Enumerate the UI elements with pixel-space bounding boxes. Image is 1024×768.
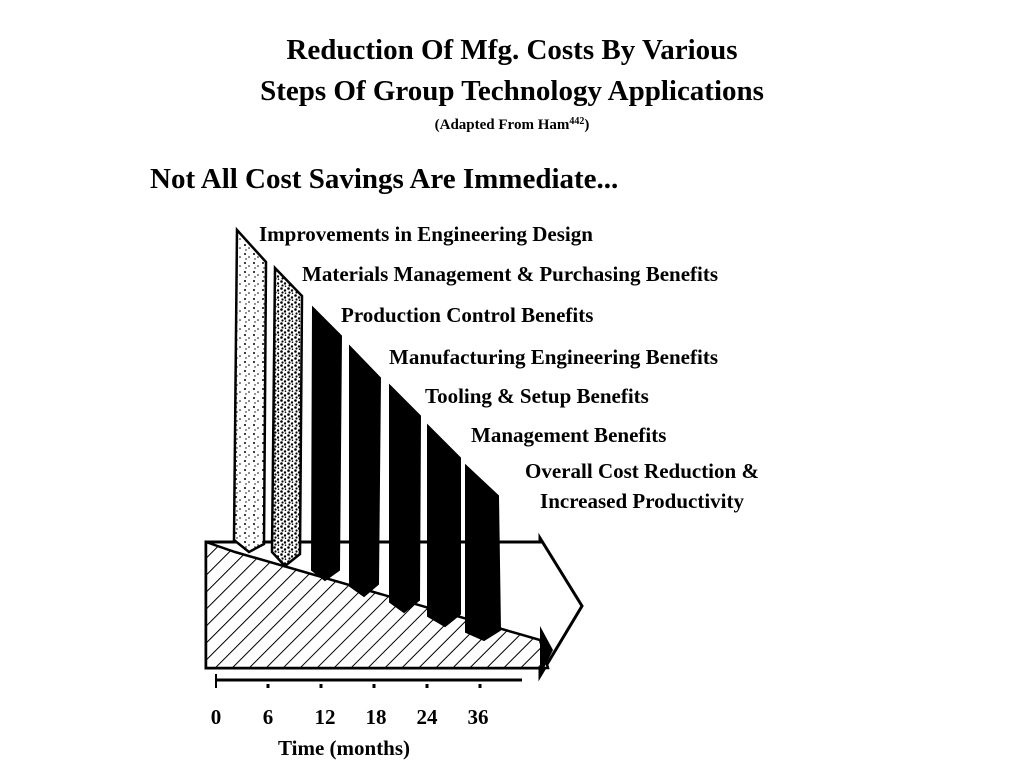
cost-reduction-arrowhead (540, 626, 553, 676)
headline: Not All Cost Savings Are Immediate... (150, 163, 619, 195)
tick-label-6: 6 (262, 705, 274, 729)
title-line-2: Steps Of Group Technology Applications (260, 75, 764, 107)
tick-label-12: 12 (314, 705, 336, 729)
source-note: (Adapted From Ham442) (0, 112, 1024, 135)
tick-label-18: 18 (365, 705, 387, 729)
time-axis-label: Time (months) (278, 736, 411, 760)
materials-management-arrow (270, 264, 304, 568)
overall-benefit-arrow (465, 463, 502, 642)
tick-label-36: 36 (467, 705, 489, 729)
step-label-management: Management Benefits (471, 423, 667, 447)
step-label-materials-management: Materials Management & Purchasing Benefi… (302, 262, 719, 286)
overall-label-line-2: Increased Productivity (540, 489, 744, 513)
source-prefix: (Adapted From Ham (434, 117, 570, 133)
step-label-engineering-design: Improvements in Engineering Design (259, 222, 593, 246)
source-suffix: ) (584, 117, 590, 133)
tick-label-24: 24 (416, 705, 438, 729)
management-arrow (427, 423, 461, 628)
title-line-1: Reduction Of Mfg. Costs By Various (286, 34, 738, 66)
manufacturing-engineering-arrow (349, 344, 382, 598)
overall-label-line-1: Overall Cost Reduction & (525, 459, 759, 483)
engineering-design-arrow (232, 226, 268, 554)
source-reference: 442 (569, 116, 585, 127)
production-control-arrow (310, 305, 343, 582)
step-label-manufacturing-engineering: Manufacturing Engineering Benefits (389, 345, 718, 369)
tooling-setup-arrow (389, 383, 422, 614)
overall-label: Overall Cost Reduction & Increased Produ… (497, 456, 787, 516)
step-label-tooling-setup: Tooling & Setup Benefits (425, 384, 649, 408)
step-label-production-control: Production Control Benefits (341, 303, 594, 327)
tick-label-0: 0 (210, 705, 222, 729)
